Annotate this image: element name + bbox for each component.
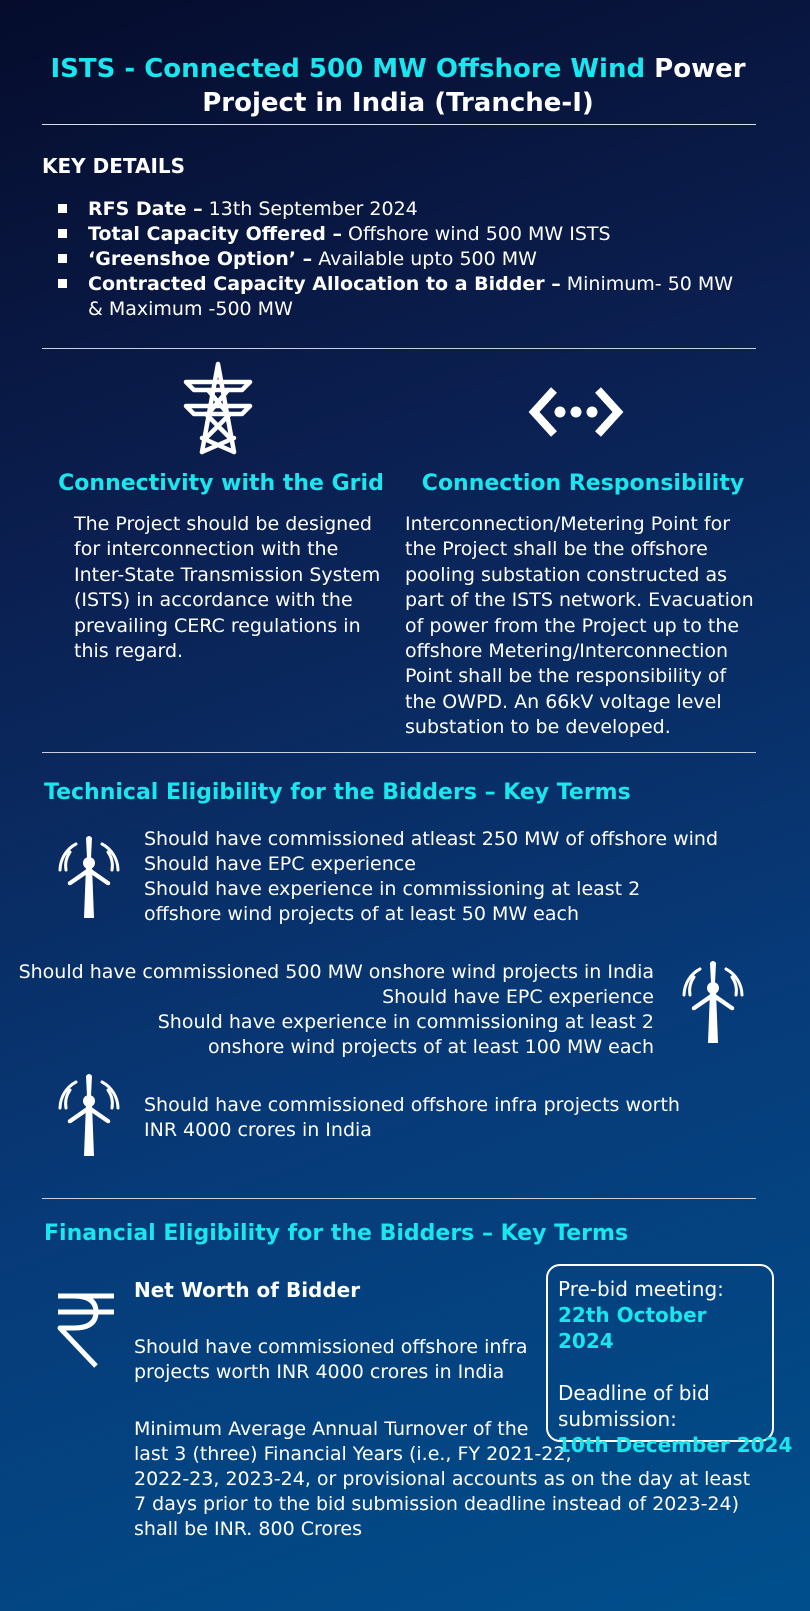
divider: [42, 124, 756, 125]
financial-para-2: Minimum Average Annual Turnover of the l…: [134, 1418, 751, 1540]
prebid-label: Pre-bid meeting:: [558, 1277, 724, 1301]
responsibility-heading: Connection Responsibility: [421, 471, 745, 496]
divider: [42, 752, 756, 753]
connectivity-heading: Connectivity with the Grid: [58, 471, 384, 496]
net-worth-label: Net Worth of Bidder: [134, 1278, 361, 1302]
wind-turbine-icon: [58, 836, 120, 918]
deadline-label-2: submission:: [558, 1407, 677, 1431]
responsibility-text: Interconnection/Metering Point for the P…: [405, 513, 754, 739]
divider: [42, 1198, 756, 1199]
key-detail-item: Total Capacity Offered – Offshore wind 5…: [58, 222, 748, 247]
page-title: ISTS - Connected 500 MW Offshore Wind Po…: [40, 52, 756, 120]
technical-heading: Technical Eligibility for the Bidders – …: [44, 780, 631, 805]
key-detail-item: Contracted Capacity Allocation to a Bidd…: [58, 272, 748, 322]
rupee-icon: [57, 1293, 114, 1368]
financial-para-1: Should have commissioned offshore infra …: [134, 1336, 528, 1383]
technical-group-2: Should have commissioned 500 MW onshore …: [18, 961, 654, 1058]
title-rest: Power: [654, 54, 746, 84]
deadline-label: Deadline of bid: [558, 1381, 710, 1405]
technical-group-3: Should have commissioned offshore infra …: [144, 1094, 680, 1141]
key-detail-item: RFS Date – 13th September 2024: [58, 197, 748, 222]
connection-icon: [528, 387, 624, 437]
technical-group-1: Should have commissioned atleast 250 MW …: [144, 828, 718, 925]
key-details-list: RFS Date – 13th September 2024 Total Cap…: [58, 197, 748, 322]
title-line2: Project in India (Tranche-I): [202, 88, 594, 118]
wind-turbine-icon: [682, 961, 744, 1043]
title-highlight: ISTS - Connected 500 MW Offshore Wind: [50, 54, 646, 84]
divider: [42, 348, 756, 349]
connectivity-text: The Project should be designed for inter…: [74, 513, 381, 663]
key-detail-item: ‘Greenshoe Option’ – Available upto 500 …: [58, 247, 748, 272]
deadline-date: 10th December 2024: [557, 1433, 793, 1457]
dates-box: Pre-bid meeting: 22th October 2024 Deadl…: [546, 1264, 792, 1457]
transmission-tower-icon: [183, 361, 253, 455]
prebid-date: 22th October 2024: [558, 1303, 707, 1353]
financial-heading: Financial Eligibility for the Bidders – …: [44, 1221, 629, 1246]
key-details-heading: KEY DETAILS: [42, 154, 186, 178]
wind-turbine-icon: [58, 1074, 120, 1156]
